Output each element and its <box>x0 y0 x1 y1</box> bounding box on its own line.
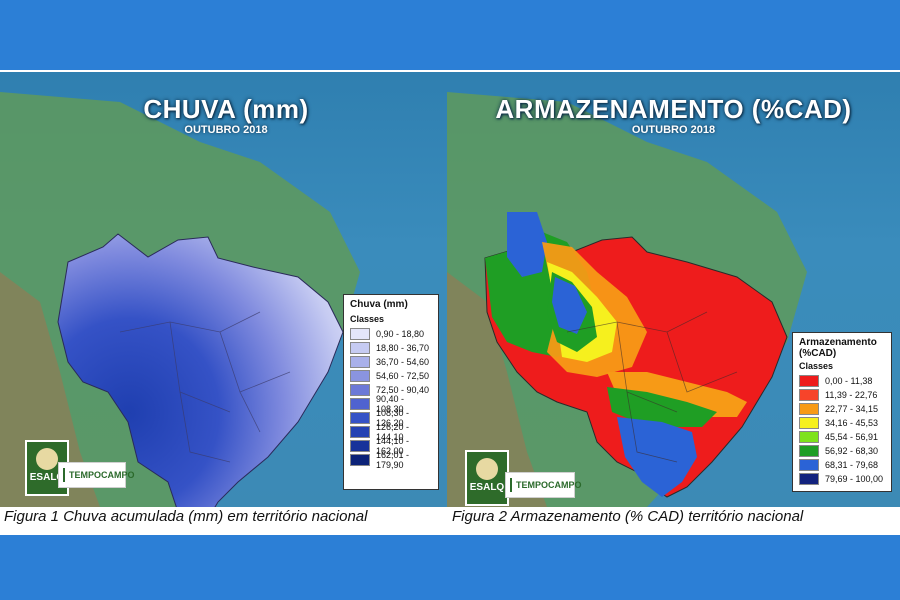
esalq-seal-icon <box>476 458 498 480</box>
legend-swatch <box>799 417 819 429</box>
legend-item: 79,69 - 100,00 <box>799 472 885 486</box>
legend-subtitle: Classes <box>799 361 834 371</box>
legend-swatch <box>350 370 370 382</box>
legend-swatch <box>799 403 819 415</box>
esalq-seal-icon <box>36 448 58 470</box>
legend-swatch <box>799 431 819 443</box>
legend-label: 162,01 - 179,90 <box>376 450 410 470</box>
legend-label: 108,30 - 126,20 <box>376 408 410 428</box>
legend-label: 11,39 - 22,76 <box>825 390 878 400</box>
legend-swatch <box>350 398 370 410</box>
legend-label: 79,69 - 100,00 <box>825 474 884 484</box>
legend-item: 22,77 - 34,15 <box>799 402 885 416</box>
legend-label: 18,80 - 36,70 <box>376 343 430 353</box>
legend-label: 36,70 - 54,60 <box>376 357 430 367</box>
storage-map-panel: ARMAZENAMENTO (%CAD) OUTUBRO 2018 Armaze… <box>447 72 900 507</box>
tempocampo-logo-text: TEMPOCAMPO <box>516 480 582 490</box>
legend-swatch <box>350 454 370 466</box>
legend-item: 144,10 - 162,00 <box>350 436 432 456</box>
legend-label: 22,77 - 34,15 <box>825 404 879 414</box>
rainfall-map-panel: CHUVA (mm) OUTUBRO 2018 Chuva (mm) Class… <box>0 72 452 507</box>
legend-item: 0,00 - 11,38 <box>799 374 885 388</box>
legend-swatch <box>350 328 370 340</box>
south-green-band <box>607 387 717 427</box>
map-subtitle: OUTUBRO 2018 <box>631 124 716 136</box>
legend-label: 126,20 - 144,10 <box>376 422 410 442</box>
legend-label: 45,54 - 56,91 <box>825 432 879 442</box>
tempocampo-mark-icon <box>63 468 65 482</box>
legend-title-units: (%CAD) <box>799 348 837 359</box>
legend-item: 11,39 - 22,76 <box>799 388 885 402</box>
legend-item: 56,92 - 68,30 <box>799 444 885 458</box>
figure1-caption: Figura 1 Chuva acumulada (mm) em territó… <box>4 508 368 525</box>
legend-item: 108,30 - 126,20 <box>350 408 432 428</box>
northwest-blue-zone <box>507 212 547 277</box>
tempocampo-logo-text: TEMPOCAMPO <box>69 470 135 480</box>
legend-swatch <box>799 459 819 471</box>
legend-label: 0,00 - 11,38 <box>825 376 873 386</box>
legend-item: 45,54 - 56,91 <box>799 430 885 444</box>
legend-label: 56,92 - 68,30 <box>825 446 879 456</box>
legend-swatch <box>350 342 370 354</box>
state-borders <box>119 311 291 463</box>
legend-item: 54,60 - 72,50 <box>350 369 432 383</box>
storage-map <box>447 92 807 507</box>
legend-item: 162,01 - 179,90 <box>350 450 432 470</box>
legend-item: 68,31 - 79,68 <box>799 458 885 472</box>
esalq-logo-text: ESALQ <box>469 482 505 493</box>
legend-swatch <box>799 445 819 457</box>
legend-label: 34,16 - 45,53 <box>825 418 879 428</box>
andes-terrain <box>447 272 547 507</box>
figure2-caption: Figura 2 Armazenamento (% CAD) territóri… <box>452 508 804 525</box>
legend-swatch <box>799 473 819 485</box>
legend-item: 0,90 - 18,80 <box>350 327 432 341</box>
legend-item: 36,70 - 54,60 <box>350 355 432 369</box>
brazil-region <box>57 233 344 507</box>
legend-label: 72,50 - 90,40 <box>376 385 430 395</box>
legend-label: 144,10 - 162,00 <box>376 436 410 456</box>
tempocampo-logo: TEMPOCAMPO <box>58 462 135 488</box>
legend-label: 90,40 - 108,30 <box>376 394 405 414</box>
legend-item: 72,50 - 90,40 <box>350 383 432 397</box>
rainfall-legend: Chuva (mm) Classes 0,90 - 18,80 18,80 - 3… <box>343 294 439 490</box>
legend-label: 54,60 - 72,50 <box>376 371 430 381</box>
legend-item: 34,16 - 45,53 <box>799 416 885 430</box>
esalq-logo: ESALQ <box>465 450 509 506</box>
legend-label: 68,31 - 79,68 <box>825 460 879 470</box>
legend-swatch <box>350 440 370 452</box>
legend-item: 126,20 - 144,10 <box>350 422 432 442</box>
storage-legend: Armazenamento (%CAD) Classes 0,00 - 11,3… <box>792 332 892 492</box>
legend-label: 0,90 - 18,80 <box>376 329 425 339</box>
esalq-logo-text: ESALQ <box>29 472 65 483</box>
legend-swatch <box>350 426 370 438</box>
legend-swatch <box>350 356 370 368</box>
central-blue-zone <box>552 277 587 334</box>
legend-swatch <box>350 384 370 396</box>
tempocampo-mark-icon <box>510 478 512 492</box>
map-title: ARMAZENAMENTO (%CAD) <box>495 94 852 124</box>
legend-item: 18,80 - 36,70 <box>350 341 432 355</box>
legend-title: Chuva (mm) <box>350 299 408 310</box>
legend-subtitle: Classes <box>350 314 385 324</box>
map-title: CHUVA (mm) <box>143 94 309 124</box>
legend-swatch <box>799 375 819 387</box>
map-subtitle: OUTUBRO 2018 <box>184 124 268 136</box>
state-borders <box>566 311 738 463</box>
tempocampo-logo: TEMPOCAMPO <box>505 472 582 498</box>
legend-swatch <box>350 412 370 424</box>
legend-item: 90,40 - 108,30 <box>350 394 432 414</box>
legend-title: Armazenamento <box>799 337 877 348</box>
legend-swatch <box>799 389 819 401</box>
